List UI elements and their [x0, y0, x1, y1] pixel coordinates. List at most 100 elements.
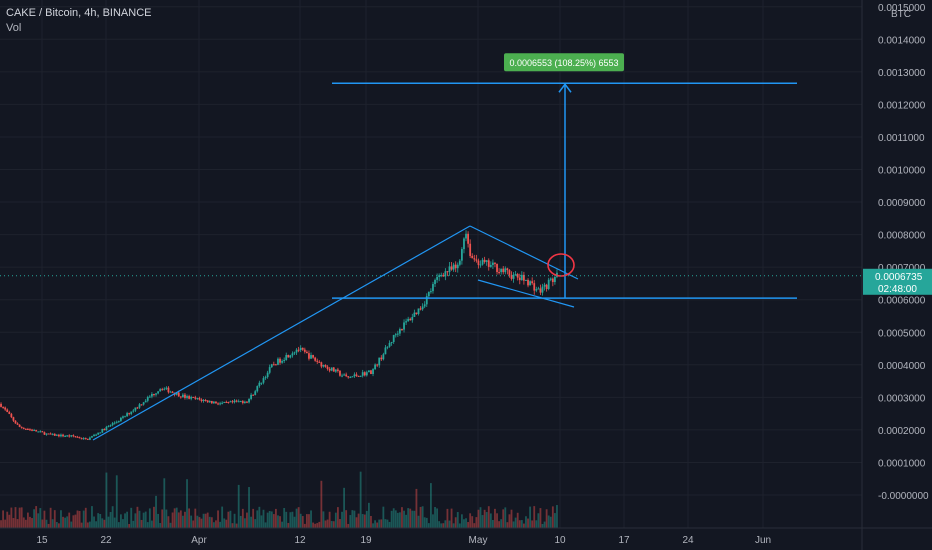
- volume-bar: [549, 516, 552, 528]
- candle-body: [353, 374, 356, 377]
- candle-body: [392, 335, 395, 343]
- symbol-title[interactable]: CAKE / Bitcoin, 4h, BINANCE: [6, 7, 152, 19]
- volume-bar: [310, 510, 312, 528]
- drawings[interactable]: 0.0006553 (108.25%) 6553: [92, 53, 797, 441]
- volume-bar: [343, 487, 345, 528]
- candle-body: [117, 420, 120, 422]
- time-axis[interactable]: 15 22 Apr 12 19 May 10 17 24 Jun: [0, 527, 932, 546]
- volume-bar: [533, 506, 536, 528]
- candle-body: [107, 425, 110, 427]
- volume-bar: [475, 517, 478, 528]
- volume-bar: [353, 510, 356, 528]
- volume-bar: [120, 514, 122, 528]
- candle-body: [365, 372, 368, 376]
- candle-body: [403, 322, 405, 330]
- candle-body: [252, 394, 255, 396]
- candle-body: [223, 401, 226, 403]
- volume-bar: [272, 514, 275, 528]
- candle-body: [101, 428, 104, 433]
- volume-bar: [502, 509, 505, 528]
- candle-body: [188, 396, 190, 399]
- candle-body: [55, 434, 58, 436]
- volume-bar: [219, 521, 221, 528]
- candle-body: [341, 375, 343, 377]
- candle-body: [463, 238, 465, 250]
- candle-body: [405, 321, 407, 323]
- volume-bar: [204, 513, 207, 528]
- volume-bar: [268, 511, 271, 528]
- candle-body: [332, 367, 335, 372]
- volume-bar: [188, 508, 190, 528]
- candle-body: [41, 431, 44, 433]
- volume-bar: [89, 521, 91, 528]
- volume-bar: [411, 510, 414, 528]
- volume-bar: [140, 519, 143, 528]
- candle-body: [66, 435, 69, 437]
- volume-bar: [531, 520, 534, 528]
- candle-body: [419, 308, 422, 310]
- trend-line-rising: [92, 225, 471, 441]
- volume-bar: [33, 509, 35, 528]
- volume-bar: [487, 506, 490, 528]
- candle-body: [407, 318, 410, 322]
- candle-body: [33, 429, 35, 431]
- volume-bar: [221, 506, 224, 528]
- volume-bar: [516, 512, 519, 528]
- time-tick-label: 10: [554, 535, 566, 546]
- candle-body: [192, 396, 195, 398]
- volume-bar: [72, 515, 75, 528]
- volume-bar: [554, 513, 556, 528]
- candle-body: [425, 296, 428, 305]
- volume-bar: [82, 510, 85, 528]
- volume-bar: [43, 510, 46, 528]
- volume-bar: [374, 520, 376, 528]
- volume-bar: [264, 522, 267, 528]
- candle-body: [409, 318, 412, 321]
- candle-body: [454, 264, 457, 269]
- candle-body: [351, 376, 354, 378]
- candle-body: [299, 347, 302, 351]
- candle-body: [70, 435, 73, 437]
- candle-body: [266, 372, 269, 378]
- candle-body: [138, 404, 141, 408]
- candle-body: [438, 275, 441, 278]
- candle-body: [190, 396, 193, 399]
- volume-bar: [390, 510, 393, 528]
- volume-bar: [0, 520, 2, 528]
- volume-bar: [372, 523, 374, 528]
- volume-bar: [262, 509, 265, 528]
- candle-body: [22, 427, 25, 429]
- volume-bar: [260, 515, 263, 528]
- candle-body: [343, 374, 345, 376]
- volume-bar: [394, 510, 397, 528]
- candle-body: [314, 357, 317, 361]
- volume-bar: [498, 521, 500, 528]
- candle-body: [258, 382, 261, 387]
- volume-legend: Vol: [6, 22, 22, 34]
- volume-bar: [483, 509, 486, 528]
- volume-bar: [434, 507, 436, 528]
- time-tick-label: May: [469, 535, 488, 546]
- price-axis[interactable]: BTC 0.0015000 0.0014000 0.0013000 0.0012000…: [861, 0, 929, 550]
- volume-bar: [122, 519, 124, 528]
- volume-bar: [175, 507, 178, 528]
- candle-body: [208, 400, 211, 403]
- candle-body: [64, 436, 66, 438]
- candle-body: [423, 304, 426, 307]
- candle-body: [43, 432, 46, 435]
- candle-body: [111, 423, 114, 426]
- candle-body: [281, 361, 283, 363]
- candle-body: [359, 375, 362, 377]
- volume-bar: [99, 513, 102, 528]
- candle-body: [179, 396, 182, 398]
- candle-body: [24, 428, 27, 430]
- volume-bar: [529, 506, 531, 528]
- volume-bar: [153, 506, 155, 528]
- candle-body: [430, 291, 432, 293]
- volume-bar: [60, 510, 62, 528]
- volume-bar: [256, 510, 259, 528]
- volume-bar: [283, 507, 286, 528]
- candle-body: [167, 387, 170, 393]
- candle-body: [452, 264, 455, 270]
